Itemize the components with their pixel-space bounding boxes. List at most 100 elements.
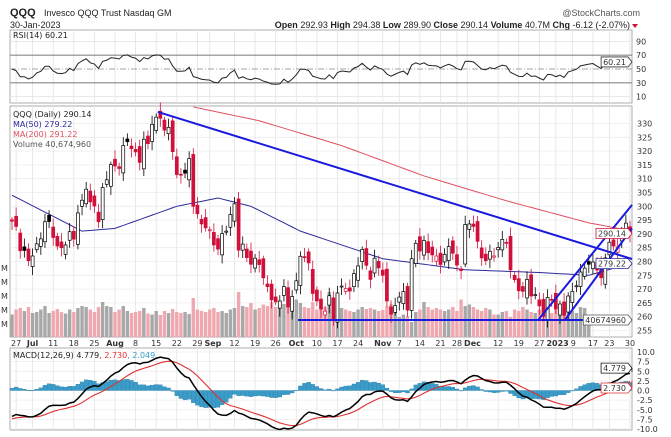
candle-body bbox=[549, 298, 554, 301]
candle-body bbox=[249, 250, 253, 265]
candle-body bbox=[298, 255, 303, 286]
x-tick-label: 12 bbox=[493, 339, 503, 348]
macd-histogram-bar bbox=[401, 390, 406, 393]
candle-body bbox=[67, 231, 72, 241]
volume-bar bbox=[434, 308, 439, 337]
volume-bar bbox=[203, 312, 208, 337]
macd-histogram-bar bbox=[471, 385, 476, 391]
candle-body bbox=[76, 212, 80, 245]
candle-body bbox=[380, 269, 385, 276]
candle-body bbox=[80, 199, 84, 207]
volume-bar bbox=[220, 311, 224, 337]
rsi-panel: 90 70 50 30 10 bbox=[10, 37, 646, 102]
x-tick-label: 27 bbox=[534, 339, 544, 348]
x-tick-label: 12 bbox=[229, 339, 239, 348]
macd-histogram-bar bbox=[483, 390, 488, 392]
volume-bar bbox=[541, 311, 546, 337]
candle-body bbox=[315, 289, 319, 302]
chart-date: 30-Jan-2023 bbox=[10, 20, 61, 30]
macd-histogram-bar bbox=[187, 390, 192, 400]
volume-bar bbox=[306, 308, 311, 337]
macd-histogram-bar bbox=[219, 390, 225, 405]
volume-bar bbox=[409, 322, 414, 337]
candle-body bbox=[500, 239, 505, 251]
candle-body bbox=[405, 286, 410, 311]
volume-bar bbox=[109, 307, 113, 337]
candle-body bbox=[30, 255, 35, 267]
volume-bar bbox=[10, 314, 14, 337]
volume-bar bbox=[43, 306, 47, 337]
macd-histogram-bar bbox=[55, 385, 60, 391]
macd-histogram-bar bbox=[13, 386, 19, 391]
candle-body bbox=[84, 188, 89, 205]
macd-histogram-bar bbox=[314, 386, 320, 391]
volume-bar bbox=[484, 308, 488, 337]
candle-body bbox=[327, 295, 332, 306]
macd-histogram-bar bbox=[310, 384, 315, 391]
macd-histogram-bar bbox=[368, 382, 373, 391]
x-tick-label: 19 bbox=[514, 339, 524, 348]
price-y-tick: 285 bbox=[637, 244, 652, 253]
candle-body bbox=[100, 187, 105, 220]
volume-bar bbox=[14, 309, 18, 337]
candle-body bbox=[463, 224, 468, 265]
candle-body bbox=[34, 243, 39, 251]
macd-line bbox=[11, 356, 631, 431]
macd-histogram-bar bbox=[306, 382, 311, 391]
candle-body bbox=[467, 223, 472, 230]
macd-histogram-bar bbox=[170, 390, 175, 392]
candle-body bbox=[133, 149, 138, 153]
candle-body bbox=[195, 204, 200, 215]
candle-body bbox=[129, 145, 134, 149]
x-tick-label: 30 bbox=[625, 339, 635, 348]
x-tick-label: Jul bbox=[26, 339, 39, 348]
rsi-y-tick: 70 bbox=[636, 51, 646, 60]
candle-body bbox=[574, 285, 579, 288]
price-y-tick: 330 bbox=[637, 120, 652, 129]
volume-bar bbox=[265, 306, 270, 337]
candle-body bbox=[471, 223, 476, 227]
candle-body bbox=[413, 242, 418, 264]
volume-bar bbox=[80, 306, 84, 337]
macd-histogram-bar bbox=[290, 390, 295, 394]
trendline-channel-upper bbox=[537, 204, 633, 321]
candle-body bbox=[611, 239, 616, 247]
volume-bar bbox=[529, 312, 533, 337]
macd-histogram-bar bbox=[228, 390, 233, 399]
macd-tag-text: 4.779 bbox=[603, 364, 626, 373]
volume-bar bbox=[253, 309, 257, 337]
volume-bar bbox=[348, 311, 352, 337]
candle-body bbox=[10, 219, 14, 222]
candle-body bbox=[422, 240, 426, 256]
macd-histogram-bar bbox=[34, 389, 39, 391]
macd-histogram-bar bbox=[18, 388, 23, 391]
macd-legend: MACD(12,26,9) 4.779, 2.730, 2.049 bbox=[13, 351, 155, 360]
candle-body bbox=[240, 243, 245, 251]
volume-bar bbox=[368, 308, 373, 337]
x-tick-label: 22 bbox=[172, 339, 182, 348]
volume-bar bbox=[249, 303, 253, 337]
volume-axis-label: M bbox=[1, 278, 8, 287]
macd-histogram-bar bbox=[133, 381, 138, 391]
volume-bar bbox=[117, 309, 121, 337]
x-tick-label: Aug bbox=[106, 339, 124, 348]
candle-body bbox=[244, 248, 249, 258]
candle-body bbox=[479, 247, 484, 259]
volume-bar bbox=[578, 307, 583, 337]
macd-histogram-bar bbox=[331, 390, 336, 392]
macd-histogram-bar bbox=[257, 390, 262, 396]
volume-bar bbox=[500, 312, 504, 337]
volume-bar bbox=[30, 313, 35, 337]
volume-bar bbox=[356, 309, 360, 337]
macd-histogram-bar bbox=[154, 384, 159, 391]
candle-body bbox=[199, 219, 204, 225]
macd-histogram-bar bbox=[248, 390, 254, 397]
candle-body bbox=[253, 257, 257, 269]
candle-body bbox=[339, 285, 344, 288]
candle-body bbox=[121, 145, 126, 174]
candle-body bbox=[372, 257, 377, 274]
candle-body bbox=[459, 268, 463, 271]
macd-histogram-bar bbox=[236, 390, 241, 396]
candle-body bbox=[236, 198, 241, 251]
